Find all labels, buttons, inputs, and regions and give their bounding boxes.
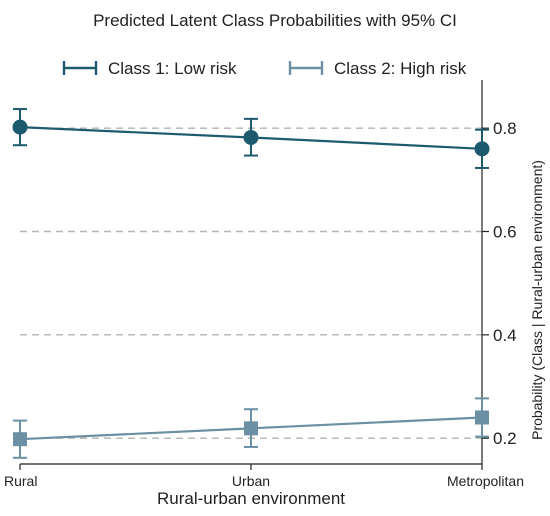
y-tick-label: 0.6: [493, 223, 517, 242]
series-class-2: [13, 397, 489, 459]
y-axis: 0.8 0.6 0.4 0.2: [481, 80, 517, 464]
data-point: [475, 410, 489, 425]
y-tick-label: 0.4: [493, 326, 517, 345]
y-tick-label: 0.2: [493, 429, 517, 448]
data-point: [243, 129, 259, 145]
legend-item-class-2: Class 2: High risk: [288, 59, 467, 78]
y-tick-label: 0.8: [493, 119, 517, 138]
legend: Class 1: Low risk Class 2: High risk: [62, 59, 467, 78]
legend-item-class-1: Class 1: Low risk: [62, 59, 237, 78]
legend-label-class-2: Class 2: High risk: [334, 59, 467, 78]
chart-title: Predicted Latent Class Probabilities wit…: [93, 11, 457, 30]
gridlines: [20, 127, 482, 439]
data-point: [12, 119, 28, 135]
series-class-1: [12, 108, 490, 169]
data-point: [244, 421, 258, 436]
x-axis: Rural Urban Metropolitan: [4, 463, 524, 489]
y-axis-title: Probability (Class | Rural-urban environ…: [529, 160, 545, 440]
x-tick-label: Rural: [4, 473, 37, 489]
data-point: [13, 432, 27, 447]
x-axis-title: Rural-urban environment: [157, 489, 345, 508]
data-point: [474, 141, 490, 157]
x-tick-label: Metropolitan: [447, 473, 524, 489]
legend-label-class-1: Class 1: Low risk: [108, 59, 237, 78]
x-tick-label: Urban: [232, 473, 270, 489]
plot-area: [12, 108, 490, 459]
